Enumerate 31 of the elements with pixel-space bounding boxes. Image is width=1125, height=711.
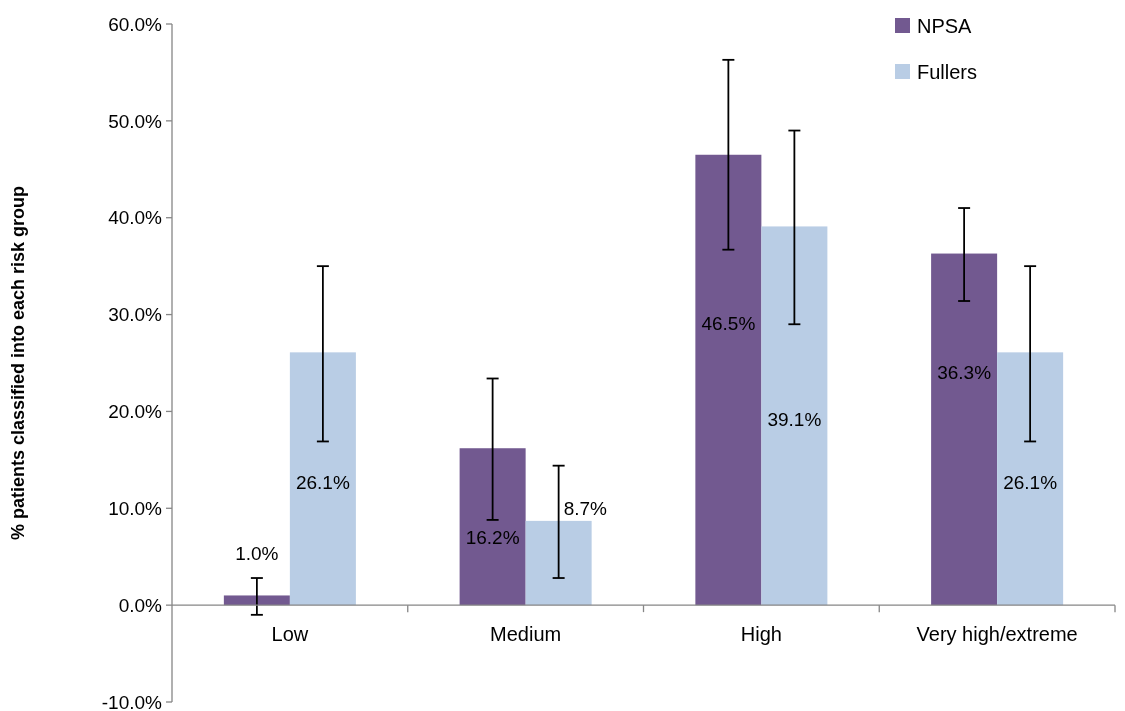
bar	[695, 154, 762, 606]
x-tick-label: Low	[271, 623, 309, 646]
x-tick-label: Very high/extreme	[916, 623, 1078, 646]
y-tick-label: 50.0%	[108, 110, 163, 132]
data-label: 46.5%	[701, 312, 756, 334]
data-label: 26.1%	[295, 471, 350, 493]
x-tick-label: High	[740, 623, 782, 646]
bar	[997, 352, 1064, 606]
data-label: 1.0%	[235, 543, 279, 565]
y-tick-label: 20.0%	[108, 401, 163, 423]
y-axis-title: % patients classified into each risk group	[8, 185, 28, 541]
y-tick-label: 60.0%	[108, 13, 163, 35]
bar	[459, 448, 526, 606]
bar	[931, 253, 998, 606]
data-label: 8.7%	[563, 497, 608, 519]
x-tick-label: Medium	[490, 623, 562, 646]
bar	[289, 352, 356, 606]
y-tick-label: 30.0%	[108, 304, 163, 326]
legend-label: Fullers	[917, 61, 978, 83]
data-label: 36.3%	[937, 362, 992, 384]
bar	[525, 520, 592, 606]
data-label: 39.1%	[767, 408, 822, 430]
data-label: 16.2%	[465, 526, 520, 548]
bar	[223, 595, 290, 606]
y-tick-label: -10.0%	[101, 691, 163, 711]
bar	[761, 226, 828, 606]
y-tick-label: 10.0%	[108, 497, 163, 519]
y-tick-label: 0.0%	[118, 594, 163, 616]
legend-label: NPSA	[917, 15, 973, 37]
y-tick-label: 40.0%	[108, 207, 163, 229]
data-label: 26.1%	[1003, 471, 1058, 493]
